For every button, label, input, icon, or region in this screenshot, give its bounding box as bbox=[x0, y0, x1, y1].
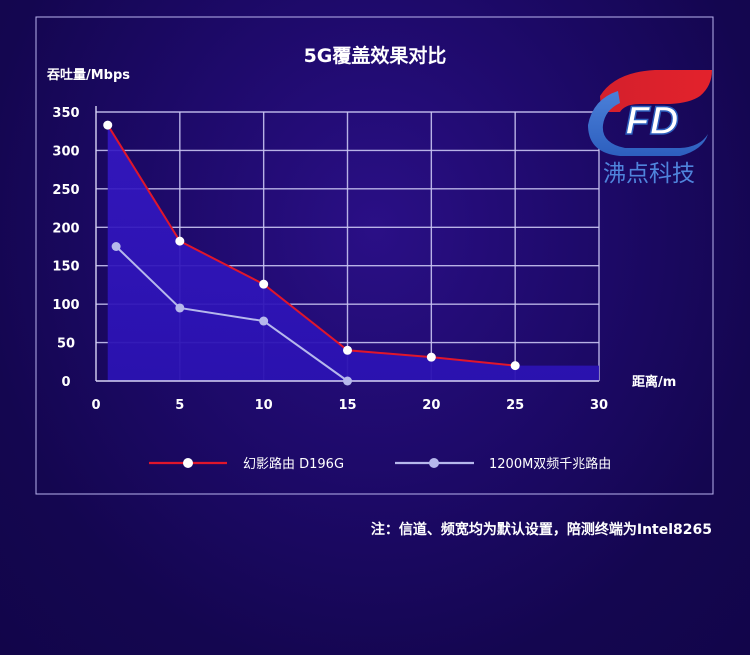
logo-letters: FD bbox=[625, 99, 678, 143]
logo-red-swoosh bbox=[600, 70, 712, 112]
logo-blue-swoosh bbox=[588, 91, 708, 156]
footnote: 注：信道、频宽均为默认设置，陪测终端为Intel8265 bbox=[370, 522, 712, 538]
series-2-point-1 bbox=[175, 303, 185, 313]
series-2-point-2 bbox=[259, 316, 269, 326]
x-tick-label-20: 20 bbox=[422, 398, 440, 413]
x-tick-label-30: 30 bbox=[590, 398, 608, 413]
legend: 幻影路由 D196G 1200M双频千兆路由 bbox=[149, 456, 611, 472]
series-1-point-1 bbox=[175, 236, 185, 246]
chart-frame bbox=[35, 16, 714, 495]
y-tick-label-300: 300 bbox=[52, 144, 79, 159]
y-tick-label-100: 100 bbox=[52, 298, 79, 313]
legend-label-series-1: 幻影路由 D196G bbox=[243, 456, 344, 472]
y-tick-label-250: 250 bbox=[52, 183, 79, 198]
legend-marker-series-1 bbox=[183, 458, 193, 468]
y-tick-label-150: 150 bbox=[52, 260, 79, 275]
y-axis-label: 吞吐量/Mbps bbox=[47, 67, 130, 83]
chart-title: 5G覆盖效果对比 bbox=[304, 44, 447, 67]
y-tick-label-200: 200 bbox=[52, 221, 79, 236]
series-1-point-5 bbox=[510, 361, 520, 371]
series-1-point-3 bbox=[343, 345, 352, 355]
legend-item-series-2: 1200M双频千兆路由 bbox=[395, 456, 611, 472]
series-1-area bbox=[107, 125, 599, 382]
x-tick-label-5: 5 bbox=[175, 398, 184, 413]
x-tick-label-10: 10 bbox=[255, 398, 273, 413]
x-tick-label-0: 0 bbox=[91, 398, 100, 413]
series-1-point-4 bbox=[426, 352, 436, 362]
series-1-line bbox=[106, 124, 516, 367]
series-1-point-0 bbox=[103, 120, 113, 130]
grid-layer bbox=[96, 111, 600, 381]
x-axis-label: 距离/m bbox=[632, 374, 676, 390]
x-tick-label-15: 15 bbox=[338, 398, 356, 413]
tick-layer: 0 50 100 150 200 250 300 350 0 5 10 15 20 25 30 bbox=[52, 106, 608, 413]
legend-item-series-1: 幻影路由 D196G bbox=[149, 456, 344, 472]
series-1-point-2 bbox=[259, 279, 269, 289]
x-tick-label-25: 25 bbox=[506, 398, 524, 413]
series-2-point-0 bbox=[111, 242, 121, 251]
series-2-line bbox=[115, 245, 349, 382]
y-tick-label-0: 0 bbox=[61, 375, 70, 390]
fill-layer bbox=[107, 125, 599, 382]
y-tick-label-50: 50 bbox=[57, 337, 75, 352]
logo-company-name: 沸点科技 bbox=[603, 161, 695, 187]
brand-logo: FD 沸点科技 bbox=[588, 70, 712, 187]
series-layer bbox=[103, 120, 520, 386]
legend-label-series-2: 1200M双频千兆路由 bbox=[489, 456, 611, 472]
legend-marker-series-2 bbox=[429, 458, 439, 468]
y-tick-label-350: 350 bbox=[52, 106, 79, 121]
series-2-point-3 bbox=[343, 376, 352, 386]
